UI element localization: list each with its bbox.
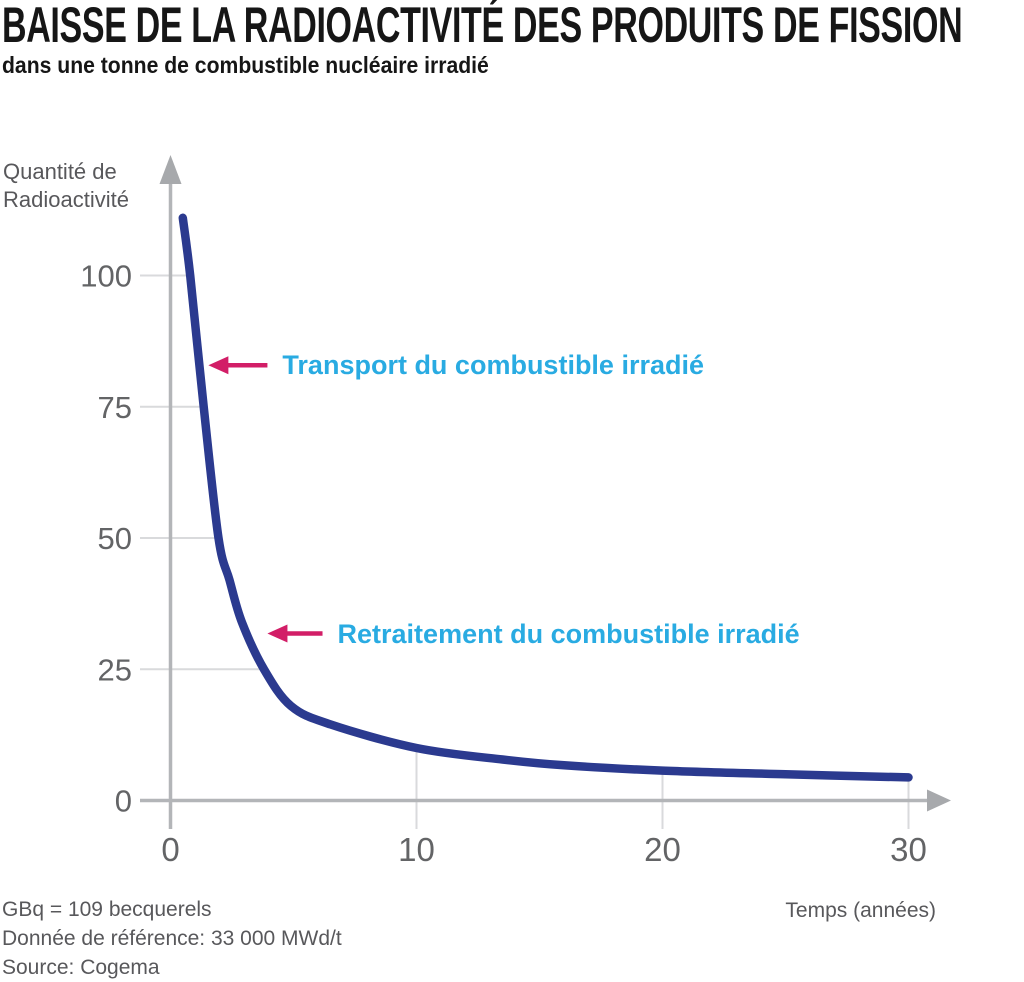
page-subtitle: dans une tonne de combustible nucléaire … (2, 52, 489, 78)
x-axis-label: Temps (années) (785, 899, 936, 922)
note-source: Source: Cogema (2, 956, 160, 979)
page-title: BAISSE DE LA RADIOACTIVITÉ DES PRODUITS … (2, 0, 963, 53)
x-tick-label-20: 20 (644, 831, 681, 868)
y-tick-label-100: 100 (80, 259, 132, 294)
annotation-arrow-head-icon (208, 356, 229, 375)
annotation-transport: Transport du combustible irradié (282, 350, 704, 381)
annotation-retraitement: Retraitement du combustible irradié (337, 618, 800, 649)
note-reference: Donnée de référence: 33 000 MWd/t (2, 927, 342, 950)
annotation-arrow-head-icon (267, 624, 288, 643)
y-axis-label-line1: Quantité de (3, 159, 117, 184)
y-axis-label-line2: Radioactivité (3, 187, 129, 212)
y-tick-label-50: 50 (98, 521, 132, 556)
x-tick-label-0: 0 (161, 831, 179, 868)
decay-curve (178, 213, 913, 782)
x-tick-label-30: 30 (890, 831, 927, 868)
y-tick-label-0: 0 (115, 784, 132, 819)
y-tick-label-75: 75 (98, 390, 132, 425)
note-gbq: GBq = 109 becquerels (2, 898, 212, 921)
y-axis-label: Quantité de Radioactivité (3, 158, 129, 214)
y-tick-label-25: 25 (98, 652, 132, 687)
footnotes: GBq = 109 becquerels Donnée de référence… (2, 895, 342, 982)
y-axis-arrowhead-icon (159, 155, 182, 184)
x-tick-label-10: 10 (398, 831, 435, 868)
x-axis-arrowhead-icon (927, 789, 951, 812)
